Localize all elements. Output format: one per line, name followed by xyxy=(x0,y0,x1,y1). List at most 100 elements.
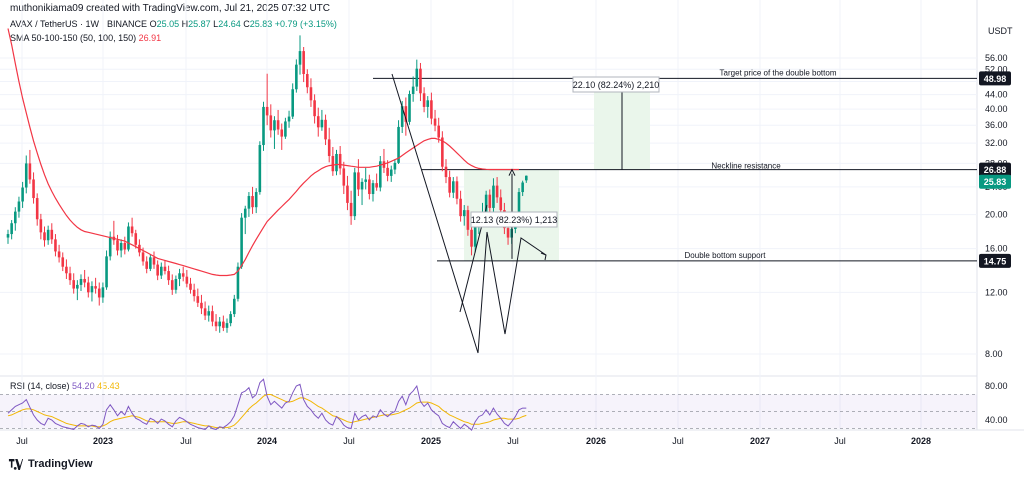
time-tick-label: Jul xyxy=(834,436,846,446)
price-label-box xyxy=(979,162,1011,177)
candle-body xyxy=(54,239,57,252)
candle-body xyxy=(185,276,189,284)
candle-body xyxy=(76,284,79,289)
candle-body xyxy=(430,100,433,119)
candle-body xyxy=(342,168,346,186)
rsi-tick-label: 80.00 xyxy=(985,381,1008,391)
candle-body xyxy=(160,266,163,276)
tradingview-brand[interactable]: TradingView xyxy=(8,458,93,470)
candle-body xyxy=(101,287,105,298)
candle-body xyxy=(240,217,243,267)
candle-body xyxy=(134,233,138,245)
close-label: C xyxy=(243,19,250,29)
candle-body xyxy=(335,153,338,172)
candle-body xyxy=(50,229,54,240)
candle-body xyxy=(251,196,254,208)
candle-body xyxy=(338,153,342,169)
candle-body xyxy=(178,273,181,279)
candle-body xyxy=(320,119,324,128)
currency-label: USDT xyxy=(988,26,1013,36)
candle-body xyxy=(368,179,371,195)
candle-body xyxy=(284,121,287,137)
candle-body xyxy=(97,288,101,298)
price-tick-label: 40.00 xyxy=(985,104,1008,114)
candle-body xyxy=(43,232,46,241)
candle-body xyxy=(152,257,156,265)
sma-label[interactable]: SMA 50-100-150 (50, 100, 150) xyxy=(10,33,137,43)
price-tick-label: 16.00 xyxy=(985,244,1008,254)
candle-body xyxy=(276,120,280,130)
low-label: L xyxy=(213,19,219,29)
candle-body xyxy=(295,64,298,90)
candle-body xyxy=(269,115,273,131)
candle-body xyxy=(331,156,335,172)
change-value: +0.79 (+3.15%) xyxy=(274,19,337,29)
price-label-box xyxy=(979,174,1011,189)
measurement-text: 12.13 (82.23%) 1,213 xyxy=(471,215,558,225)
candle-body xyxy=(444,166,448,178)
candle-body xyxy=(6,234,10,238)
candle-body xyxy=(28,163,32,180)
candle-body xyxy=(492,185,495,208)
candle-body xyxy=(83,278,86,283)
neckline-measure-arrowhead xyxy=(508,168,516,176)
candle-body xyxy=(39,219,43,233)
candle-body xyxy=(127,226,130,250)
measurement-text: 22.10 (82.24%) 2,210 xyxy=(573,80,660,90)
candle-body xyxy=(506,228,510,238)
candle-body xyxy=(21,187,24,202)
candle-body xyxy=(72,280,75,289)
candle-body xyxy=(61,257,65,267)
candle-body xyxy=(145,261,148,269)
candle-body xyxy=(222,321,225,328)
price-tick-label: 12.00 xyxy=(985,287,1008,297)
symbol-legend: AVAX / TetherUS · 1W · BINANCE O25.05 H2… xyxy=(10,19,337,29)
candle-body xyxy=(247,196,251,209)
candle-body xyxy=(473,227,477,247)
candle-body xyxy=(10,223,13,235)
price-label-box xyxy=(979,253,1011,268)
candle-body xyxy=(167,271,170,281)
candle-body xyxy=(181,273,185,277)
price-label-text: 48.98 xyxy=(984,74,1007,84)
rsi-tick-label: 40.00 xyxy=(985,415,1008,425)
symbol-name[interactable]: AVAX / TetherUS · 1W · BINANCE xyxy=(10,19,148,29)
candle-body xyxy=(265,106,269,116)
candle-body xyxy=(262,106,265,146)
price-tick-label: 56.00 xyxy=(985,53,1008,63)
rsi-legend: RSI (14, close) 54.20 45.43 xyxy=(10,381,120,391)
candle-body xyxy=(426,100,430,107)
candle-body xyxy=(357,172,360,190)
sma-line xyxy=(7,28,519,277)
support-annotation: Double bottom support xyxy=(685,251,767,260)
chart-header: muthonikiama09 created with TradingView.… xyxy=(10,3,330,14)
candle-body xyxy=(400,106,404,127)
double-bottom-pattern-line xyxy=(391,73,547,354)
candle-body xyxy=(459,198,462,217)
candle-body xyxy=(411,86,415,94)
candle-body xyxy=(360,181,364,190)
price-tick-label: 8.00 xyxy=(985,349,1003,359)
candle-body xyxy=(389,169,393,176)
candle-body xyxy=(236,266,240,299)
rsi-label[interactable]: RSI (14, close) xyxy=(10,381,70,391)
candle-body xyxy=(415,68,419,87)
candle-body xyxy=(280,129,284,137)
price-tick-label: 20.00 xyxy=(985,210,1008,220)
candle-body xyxy=(273,120,276,131)
candle-body xyxy=(287,116,291,122)
candle-body xyxy=(214,321,218,327)
time-tick-label: Jul xyxy=(672,436,684,446)
candle-body xyxy=(211,311,214,322)
price-tick-label: 32.00 xyxy=(985,138,1008,148)
candle-body xyxy=(316,116,320,128)
candle-body xyxy=(433,118,437,126)
time-tick-label: Jul xyxy=(507,436,519,446)
candle-body xyxy=(371,183,375,195)
pattern-arrowhead xyxy=(540,252,547,261)
candle-body xyxy=(291,89,294,117)
time-tick-label: 2026 xyxy=(586,436,606,446)
candle-body xyxy=(379,161,382,188)
candle-body xyxy=(254,192,258,208)
